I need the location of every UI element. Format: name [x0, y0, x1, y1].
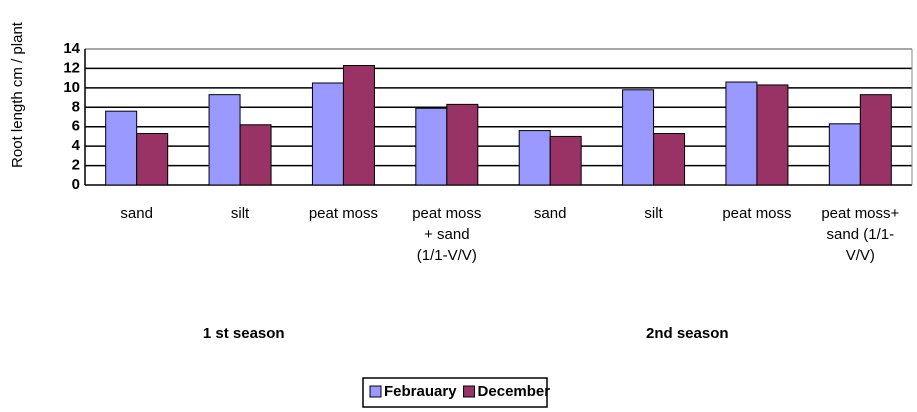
x-tick-label: peat moss + sand (1/1-V/V) [412, 205, 482, 264]
bar [756, 84, 789, 186]
bar [208, 94, 241, 186]
y-tick-label: 14 [63, 40, 80, 57]
x-tick-label: sand [533, 205, 567, 222]
x-tick-label: silt [644, 205, 663, 222]
y-tick-label: 6 [72, 118, 80, 135]
legend-box [362, 377, 548, 408]
legend-label: December [478, 383, 551, 400]
x-tick-label: peat moss+ sand (1/1-V/V) [821, 205, 900, 264]
group-label: 2nd season [646, 325, 729, 342]
bar [653, 133, 686, 186]
y-tick-label: 10 [63, 79, 80, 96]
bar [518, 130, 551, 186]
bar [549, 135, 582, 186]
legend-label: Febrauary [384, 383, 457, 400]
x-tick-label: peat moss [722, 205, 792, 222]
x-tick-label: silt [230, 205, 250, 222]
y-axis-label: Root length cm / plant [9, 21, 26, 168]
bar [415, 107, 448, 186]
bar [622, 89, 655, 186]
bar [859, 94, 892, 186]
x-tick-label: sand [120, 205, 153, 222]
bar [105, 110, 138, 186]
bar [342, 65, 375, 186]
x-tick-label: peat moss [308, 205, 379, 222]
y-tick-label: 12 [63, 59, 80, 76]
bar [725, 81, 758, 186]
y-tick-label: 8 [72, 98, 80, 115]
group-label: 1 st season [203, 325, 285, 342]
y-tick-label: 2 [72, 157, 80, 174]
bar [239, 124, 272, 186]
bar [136, 133, 169, 186]
legend-swatch [463, 385, 476, 398]
legend-swatch [369, 385, 382, 398]
y-tick-label: 4 [72, 137, 81, 154]
bar [828, 123, 861, 186]
bar [446, 103, 479, 186]
bar [311, 82, 344, 186]
y-tick-label: 0 [72, 176, 80, 193]
